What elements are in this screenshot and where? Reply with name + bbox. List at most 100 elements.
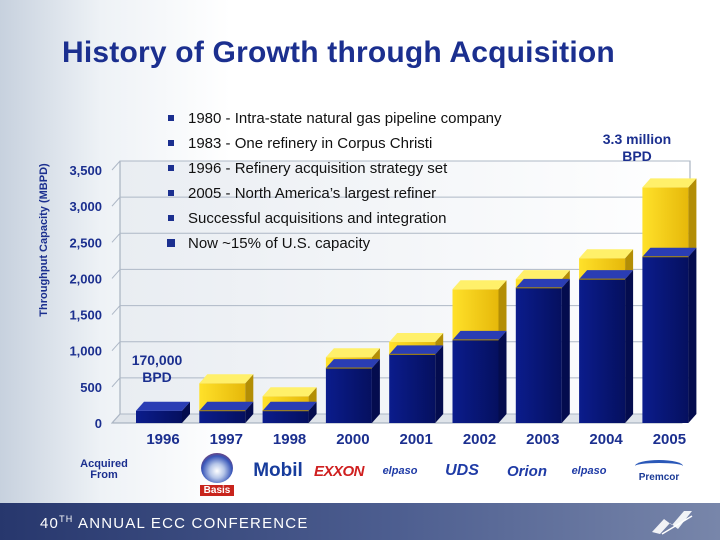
y-tick-label: 3,500 xyxy=(69,163,102,178)
bar-existing-side xyxy=(308,401,317,423)
start-capacity-annotation: 170,000 BPD xyxy=(131,352,183,385)
gridline-diagonal xyxy=(111,232,121,243)
bar-segment-divider xyxy=(452,339,499,341)
bullet-item: 2005 - North America’s largest refiner xyxy=(162,181,502,206)
bullet-item: 1983 - One refinery in Corpus Christi xyxy=(162,131,502,156)
x-tick-label: 1998 xyxy=(273,431,306,448)
bullet-square-icon xyxy=(168,140,174,146)
x-tick-label: 2001 xyxy=(400,431,433,448)
y-tick-label: 2,500 xyxy=(69,235,102,250)
capacity-chart: 0 500 1,000 1,500 2,000 2,500 3,000 3,500 1996 1… xyxy=(69,160,697,448)
premcor-logo: Premcor xyxy=(628,456,690,486)
bar-segment-divider xyxy=(515,287,562,289)
bar-existing-side xyxy=(498,330,507,423)
bar-existing-side xyxy=(435,345,444,423)
orion-logo: Orion xyxy=(507,462,547,480)
bullet-item: 1996 - Refinery acquisition strategy set xyxy=(162,156,502,181)
y-tick-label: 3,000 xyxy=(69,199,102,214)
gridline-diagonal xyxy=(111,305,121,315)
bullet-square-icon xyxy=(168,115,174,121)
y-tick-label: 1,500 xyxy=(69,308,102,323)
bar-existing-side xyxy=(371,359,380,423)
bullet-list: 1980 - Intra-state natural gas pipeline … xyxy=(162,106,502,256)
end-capacity-annotation: 3.3 million BPD xyxy=(602,131,672,164)
elpaso-logo: elpaso xyxy=(382,465,418,477)
bar-segment-divider xyxy=(642,256,689,258)
bullet-square-icon xyxy=(167,239,175,247)
bar-segment-divider xyxy=(325,367,372,369)
bar-existing-top xyxy=(642,247,697,257)
bar-existing-side xyxy=(688,247,697,423)
bullet-item: 1980 - Intra-state natural gas pipeline … xyxy=(162,106,502,131)
bar-existing xyxy=(515,287,562,423)
bar-segment-divider xyxy=(199,410,246,412)
bar-existing-top xyxy=(199,401,254,411)
x-tick-label: 2000 xyxy=(336,431,369,448)
x-tick-label: 2004 xyxy=(589,431,623,448)
bar-existing-side xyxy=(245,401,254,423)
gridline-diagonal xyxy=(111,377,121,388)
bar-acquired-top xyxy=(325,348,380,358)
bar-acquired-top xyxy=(389,333,444,343)
bullet-item: Successful acquisitions and integration xyxy=(162,206,502,231)
bar-acquired-top xyxy=(642,178,697,188)
bar-existing-side xyxy=(625,270,634,423)
bar-existing xyxy=(199,410,246,423)
bar-existing-top xyxy=(452,330,507,340)
conference-name: 40TH ANNUAL ECC CONFERENCE xyxy=(40,514,309,532)
basis-logo: Basis xyxy=(192,450,242,498)
x-tick-label: 2005 xyxy=(653,431,686,448)
bar-segment-divider xyxy=(389,353,436,355)
bar-existing-top xyxy=(579,270,634,280)
gridline-diagonal xyxy=(111,341,121,352)
bar-existing xyxy=(452,339,499,423)
bar-segment-divider xyxy=(262,410,309,412)
bar-existing-top xyxy=(136,401,190,411)
bar-acquired-top xyxy=(579,249,634,259)
gridline-diagonal xyxy=(111,269,121,279)
bar-acquired xyxy=(642,187,689,257)
elpaso-logo: elpaso xyxy=(571,465,607,477)
x-tick-label: 1996 xyxy=(146,431,179,448)
bar-acquired-top xyxy=(262,387,317,397)
y-tick-label: 1,000 xyxy=(69,344,102,359)
bar-existing xyxy=(389,354,436,423)
conference-logo-icon xyxy=(652,511,693,535)
bar-existing xyxy=(262,410,309,423)
x-tick-label: 2002 xyxy=(463,431,496,448)
acquired-from-label: Acquired From xyxy=(80,458,128,481)
bar-existing xyxy=(642,256,689,423)
bullet-square-icon xyxy=(168,215,174,221)
bar-acquired-top xyxy=(515,270,570,280)
gridline-diagonal xyxy=(111,196,121,207)
bar-segment-divider xyxy=(579,278,626,280)
bar-existing xyxy=(579,279,626,423)
flame-icon xyxy=(201,452,233,483)
bar-existing-top xyxy=(262,401,317,411)
bar-acquired-top xyxy=(199,374,254,384)
premcor-arc-icon xyxy=(635,459,683,472)
bar-existing-top xyxy=(389,345,444,355)
exxon-logo: EXXON xyxy=(313,462,365,480)
bar-existing-top xyxy=(325,359,380,369)
slide-title: History of Growth through Acquisition xyxy=(62,36,615,69)
bar-existing xyxy=(136,410,182,423)
bar-existing-side xyxy=(561,278,570,423)
bar-acquired-side xyxy=(498,280,507,340)
y-tick-label: 0 xyxy=(95,416,102,431)
y-tick-label: 500 xyxy=(80,380,102,395)
bullet-square-icon xyxy=(168,190,174,196)
footer-bar: 40TH ANNUAL ECC CONFERENCE xyxy=(0,503,720,540)
uds-logo: UDS xyxy=(445,462,479,479)
mobil-logo: Mobil xyxy=(253,460,303,481)
gridline-diagonal xyxy=(111,160,121,171)
bar-existing xyxy=(325,368,372,423)
x-tick-label: 1997 xyxy=(210,431,243,448)
x-tick-label: 2003 xyxy=(526,431,559,448)
bullet-square-icon xyxy=(168,165,174,171)
y-tick-label: 2,000 xyxy=(69,271,102,286)
bar-acquired-side xyxy=(688,178,697,257)
gridline-diagonal xyxy=(111,413,121,424)
bar-acquired-top xyxy=(452,280,507,290)
